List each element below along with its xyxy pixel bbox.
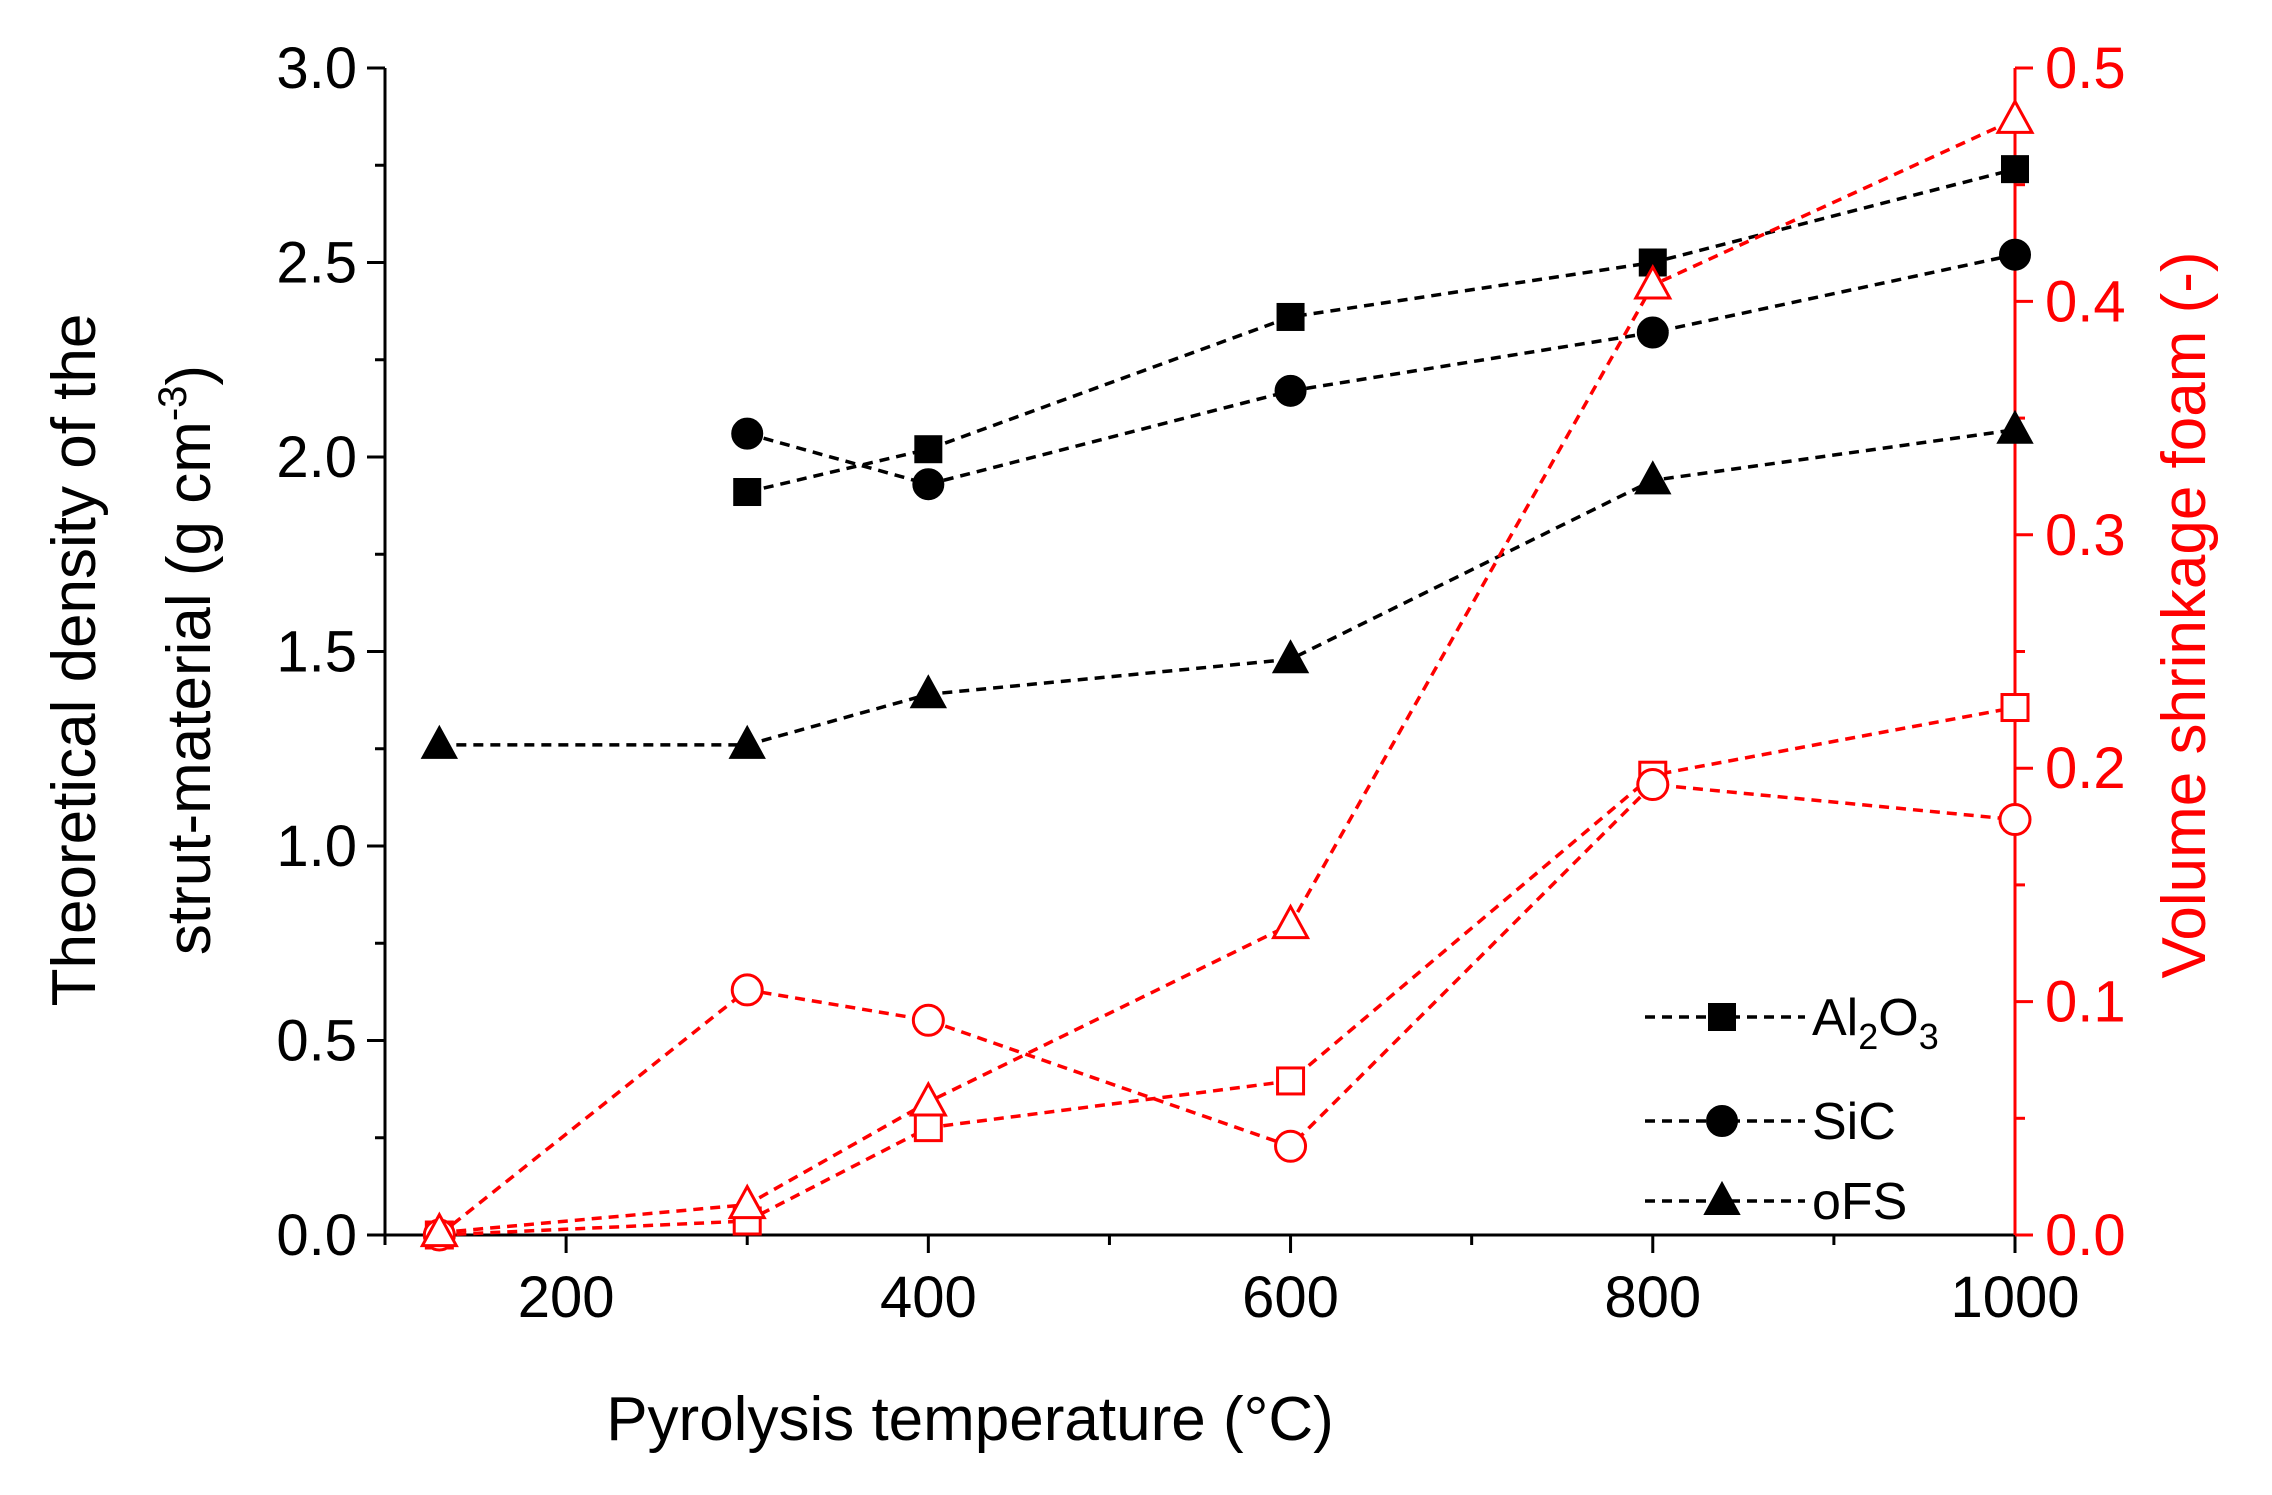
series-line — [439, 428, 2016, 747]
data-point — [728, 724, 766, 759]
data-point — [733, 478, 762, 507]
series-al2o3-shrinkage — [424, 693, 2030, 1250]
data-point — [1636, 768, 1670, 802]
y-right-tick-label: 0.1 — [2045, 970, 2126, 1035]
y-left-tick-label: 2.5 — [276, 231, 357, 296]
y-right-tick-label: 0.4 — [2045, 269, 2126, 334]
series-sic-shrinkage — [422, 768, 2032, 1252]
legend-marker — [1703, 1180, 1741, 1215]
data-point — [1999, 238, 2031, 271]
data-point — [1998, 803, 2032, 837]
series-sic-density — [731, 238, 2031, 501]
legend-marker — [1708, 1003, 1736, 1031]
data-point — [1274, 374, 1307, 407]
x-tick-label: 600 — [1242, 1265, 1339, 1330]
plot-frame — [383, 68, 2017, 1237]
x-axis: 200 400 600 800 1000 — [383, 1235, 2080, 1330]
data-point — [730, 973, 764, 1007]
data-point — [1276, 302, 1305, 331]
legend-item-al2o3: Al2O3 — [1645, 989, 1939, 1057]
series-line — [439, 705, 2016, 1237]
series-line — [439, 117, 2016, 1235]
data-point — [1995, 98, 2035, 134]
y-left-tick-label: 0.5 — [276, 1009, 357, 1074]
y-right-tick-label: 0.5 — [2045, 36, 2126, 101]
data-point — [1271, 639, 1310, 674]
x-tick-label: 1000 — [1950, 1265, 2079, 1330]
series-ofs-density — [420, 409, 2034, 759]
y-left-tick-label: 1.5 — [276, 620, 357, 685]
x-axis-title: Pyrolysis temperature (°C) — [606, 1385, 1334, 1454]
y-left-tick-label: 1.0 — [276, 814, 357, 879]
data-point — [1274, 1129, 1308, 1163]
legend-label: Al2O3 — [1812, 989, 1939, 1057]
y-axis-left-title-line2-prefix: strut-material (g cm — [155, 421, 224, 955]
y-right-tick-label: 0.3 — [2045, 503, 2126, 568]
data-point — [1634, 460, 1672, 495]
y-axis-right-title: Volume shrinkage foam (-) — [2150, 251, 2219, 978]
data-point — [1636, 316, 1669, 349]
y-left-tick-label: 3.0 — [276, 36, 357, 101]
y-left-tick-label: 0.0 — [276, 1203, 357, 1268]
x-tick-label: 800 — [1604, 1265, 1701, 1330]
legend-label: oFS — [1812, 1173, 1907, 1231]
legend-label: SiC — [1812, 1093, 1896, 1151]
data-point — [2001, 155, 2029, 184]
series-line — [438, 782, 2016, 1237]
data-point — [420, 724, 459, 759]
data-point — [1276, 1066, 1306, 1096]
legend-item-sic: SiC — [1645, 1093, 1896, 1151]
data-point — [731, 417, 764, 450]
series-al2o3-density — [733, 155, 2029, 507]
y-axis-left-title: Theoretical density of the — [40, 314, 109, 1007]
y-left-tick-label: 2.0 — [276, 425, 357, 490]
legend-marker — [1706, 1105, 1738, 1137]
data-point — [912, 468, 945, 501]
legend: Al2O3 SiC oFS — [1645, 989, 1939, 1231]
data-point — [911, 1003, 945, 1037]
x-tick-label: 200 — [518, 1265, 615, 1330]
y-axis-left-title-line2-suffix: ) — [155, 365, 224, 386]
data-point — [908, 1080, 948, 1117]
y-axis-left-title-sup: -3 — [151, 386, 195, 422]
data-point — [913, 1113, 943, 1143]
data-point — [914, 435, 943, 464]
data-point — [727, 1183, 767, 1220]
data-point — [1996, 409, 2034, 444]
data-point — [419, 1211, 459, 1248]
y-axis-left-title-line2: strut-material (g cm-3) — [151, 365, 224, 955]
data-point — [2000, 693, 2030, 723]
series-layer — [419, 98, 2035, 1252]
y-axis-right: 0.0 0.1 0.2 0.3 0.4 0.5 — [2015, 36, 2126, 1268]
data-point — [1271, 903, 1311, 940]
series-ofs-shrinkage — [419, 98, 2035, 1248]
data-point — [1633, 263, 1673, 300]
legend-item-ofs: oFS — [1645, 1173, 1907, 1231]
x-tick-label: 400 — [880, 1265, 977, 1330]
data-point — [909, 674, 948, 709]
y-right-tick-label: 0.2 — [2045, 736, 2126, 801]
y-axis-left: 0.0 0.5 1.0 1.5 2.0 2.5 3.0 — [276, 36, 385, 1268]
y-right-tick-label: 0.0 — [2045, 1203, 2126, 1268]
